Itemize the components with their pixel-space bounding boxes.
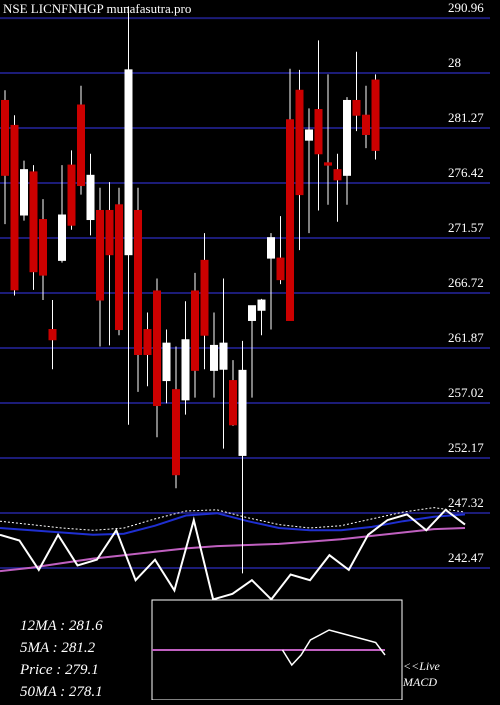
candle-body — [229, 380, 237, 426]
candle-body — [238, 369, 247, 456]
legend-entry: 50MA : 278.1 — [20, 684, 103, 700]
candle-body — [333, 169, 342, 181]
candle-body — [191, 290, 199, 371]
candle-body — [172, 389, 180, 476]
candle-body — [162, 342, 171, 382]
indicator-line — [0, 527, 466, 573]
candle-body — [362, 114, 370, 135]
y-tick-label: 290.96 — [448, 0, 484, 15]
candle-body — [29, 171, 38, 273]
candle-body — [48, 329, 57, 341]
y-tick-label: 242.47 — [448, 550, 484, 565]
indicator-line — [0, 508, 466, 601]
candle-body — [143, 329, 152, 355]
candle-body — [153, 290, 161, 407]
candle-body — [343, 99, 351, 176]
candle-body — [324, 162, 332, 166]
macd-line — [281, 629, 386, 667]
candle-body — [371, 79, 380, 151]
y-tick-label: 271.57 — [448, 220, 484, 235]
indicators — [0, 507, 466, 601]
candle-body — [305, 129, 313, 141]
candle-body — [134, 209, 142, 355]
y-tick-label: 247.32 — [448, 495, 484, 510]
y-tick-label: 28 — [448, 55, 461, 70]
candle-body — [181, 339, 190, 401]
y-tick-label: 261.87 — [448, 330, 484, 345]
candle-body — [124, 69, 133, 256]
candle-body — [115, 204, 123, 331]
legend-entry: 5MA : 281.2 — [20, 640, 96, 656]
candle-body — [96, 209, 104, 301]
candle-body — [86, 174, 95, 221]
candle-body — [295, 89, 304, 196]
y-tick-label: 266.72 — [448, 275, 484, 290]
macd-label: <<Live — [403, 659, 441, 673]
legend-entry: 12MA : 281.6 — [20, 618, 103, 634]
macd: <<Live MACD — [152, 629, 441, 689]
candle-body — [219, 342, 228, 370]
y-tick-label: 276.42 — [448, 165, 484, 180]
chart-title: NSE LICNFNHGP munafasutra.pro — [3, 1, 191, 16]
candle-body — [1, 99, 9, 176]
y-tick-label: 257.02 — [448, 385, 484, 400]
candle-body — [10, 124, 19, 291]
candle-body — [58, 214, 66, 261]
candle-body — [257, 299, 266, 311]
candle-body — [210, 344, 218, 371]
candle-body — [200, 259, 209, 336]
candles — [1, 6, 380, 574]
indicator-line — [0, 507, 466, 531]
candle-body — [20, 169, 28, 216]
grid — [0, 17, 490, 570]
candle-body — [267, 237, 275, 259]
y-tick-label: 281.27 — [448, 110, 484, 125]
candle-body — [276, 257, 285, 281]
candle-body — [286, 119, 294, 321]
macd-label: MACD — [402, 675, 437, 689]
candle-body — [248, 305, 256, 321]
y-tick-label: 252.17 — [448, 440, 484, 455]
candle-body — [352, 99, 361, 116]
candle-body — [314, 109, 323, 155]
candle-body — [105, 209, 114, 256]
legend-entry: Price : 279.1 — [19, 662, 99, 678]
indicator-line — [0, 512, 466, 536]
candle-body — [77, 104, 85, 187]
candle-body — [67, 164, 76, 226]
candle-body — [39, 219, 47, 276]
